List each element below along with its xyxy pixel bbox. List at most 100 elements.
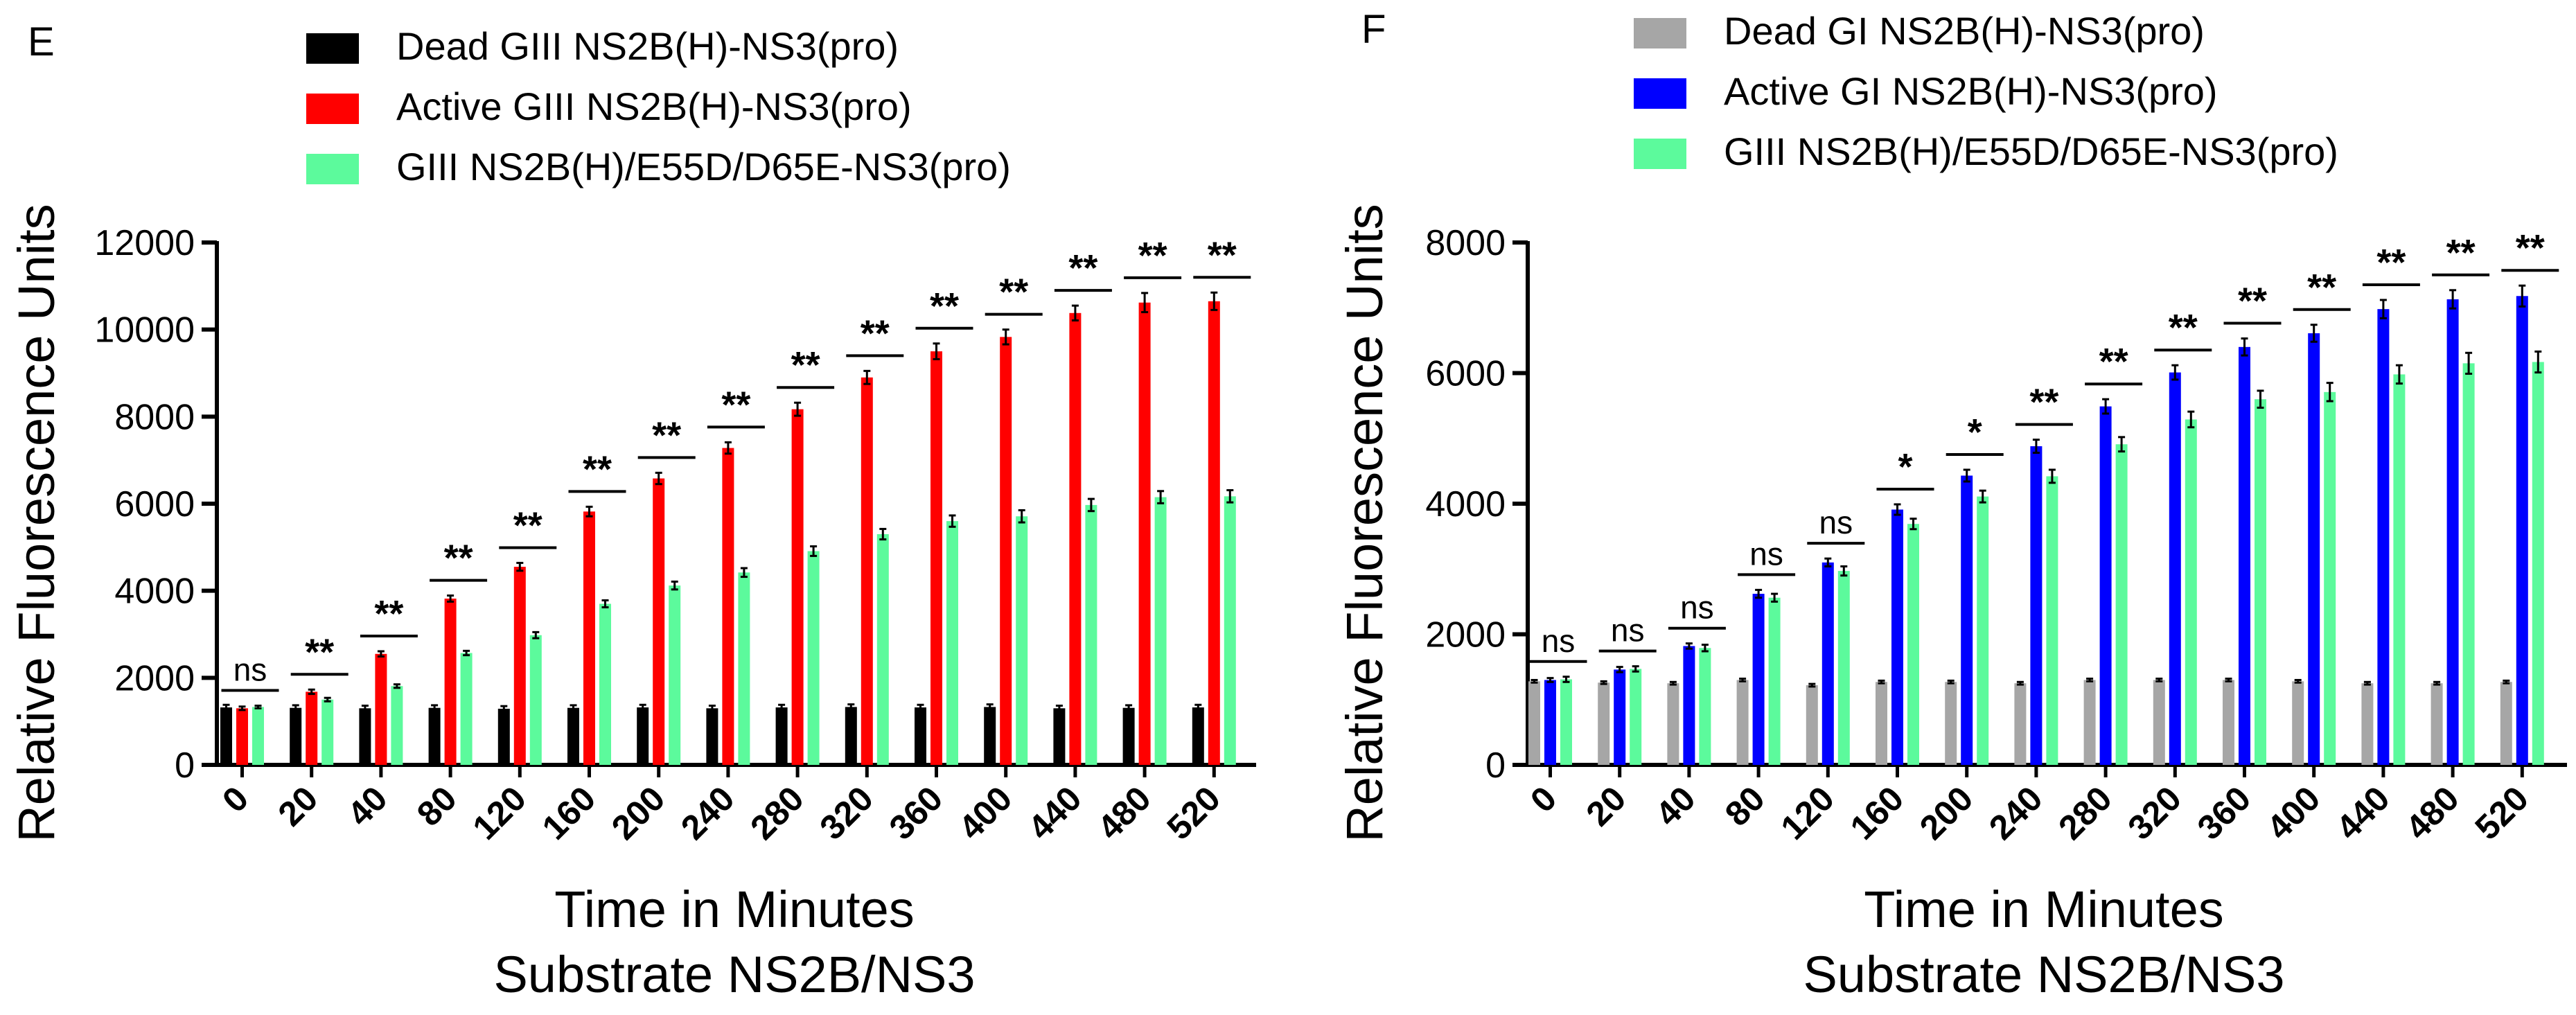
significance-label: ** <box>374 593 403 635</box>
bar <box>1138 302 1151 766</box>
legend-label-mutant-f: GIII NS2B(H)/E55D/D65E-NS3(pro) <box>1724 130 2338 173</box>
x-tick-label: 80 <box>409 779 464 833</box>
bar <box>567 707 579 765</box>
bar <box>2516 296 2528 765</box>
x-tick-label: 160 <box>535 779 603 847</box>
legend-swatch-active-gi <box>1634 78 1686 109</box>
bar <box>845 707 857 765</box>
significance-label: ns <box>1680 590 1714 626</box>
bar <box>1837 571 1850 765</box>
bar <box>2324 391 2336 765</box>
x-tick-label: 280 <box>743 779 811 847</box>
legend-label-dead-giii: Dead GIII NS2B(H)-NS3(pro) <box>396 24 899 68</box>
significance-label: * <box>1898 446 1912 488</box>
bar <box>2361 683 2374 765</box>
significance-label: ** <box>1068 247 1097 289</box>
significance-label: ns <box>1749 536 1783 572</box>
bar <box>513 567 526 765</box>
significance-label: ** <box>305 631 334 673</box>
panel-e: E Dead GIII NS2B(H)-NS3(pro) Active GIII… <box>8 19 1256 1003</box>
bar <box>2185 419 2197 765</box>
bar <box>2083 680 2096 765</box>
bar <box>1085 504 1097 765</box>
significance-label: ** <box>583 448 612 490</box>
significance-label: ** <box>2099 341 2128 382</box>
bar <box>1752 594 1765 765</box>
bar <box>1000 337 1012 765</box>
x-tick-label: 160 <box>1843 779 1912 847</box>
bar <box>2014 683 2027 765</box>
x-tick-label: 20 <box>271 779 326 833</box>
significance-label: ns <box>1611 612 1645 648</box>
y-axis-label-e: Relative Fluorescence Units <box>8 204 65 842</box>
significance-label: * <box>1968 412 1982 453</box>
bar <box>599 603 611 765</box>
significance-label: ns <box>1542 623 1576 659</box>
bar <box>2308 333 2320 765</box>
bar <box>1598 682 1610 765</box>
bar <box>2500 682 2512 765</box>
x-axis-sublabel-f: Substrate NS2B/NS3 <box>1803 946 2284 1003</box>
x-tick-label: 360 <box>882 779 951 847</box>
bar <box>637 707 649 765</box>
legend-label-active-giii: Active GIII NS2B(H)-NS3(pro) <box>396 85 912 128</box>
bar <box>2255 399 2266 765</box>
bar <box>2223 680 2234 765</box>
x-tick-label: 320 <box>812 779 881 847</box>
bar <box>1876 682 1887 765</box>
significance-label: ns <box>233 652 267 688</box>
bar <box>2532 362 2544 765</box>
bar <box>497 708 510 765</box>
bar <box>1053 708 1066 765</box>
bar <box>930 351 942 765</box>
bar <box>236 708 248 765</box>
y-tick-label: 2000 <box>1425 615 1506 655</box>
bar <box>1528 681 1540 765</box>
x-tick-label: 480 <box>2398 779 2467 847</box>
bar <box>946 521 958 765</box>
plot-area-f: 0 2000 4000 6000 8000 0 ns 20 ns 40 ns 80 ns 120 ns 160… <box>1425 223 2567 847</box>
y-tick-label: 4000 <box>1425 484 1506 524</box>
legend-swatch-active-giii <box>306 94 359 124</box>
bar <box>2393 374 2406 765</box>
bar <box>460 653 473 765</box>
significance-label: ** <box>2446 232 2476 274</box>
x-tick-label: 400 <box>2259 779 2328 847</box>
bar <box>2462 363 2475 765</box>
significance-label: ** <box>861 312 890 354</box>
bar <box>2099 406 2112 765</box>
significance-label: ** <box>2029 382 2058 423</box>
bar <box>876 533 889 765</box>
y-tick-label: 6000 <box>1425 354 1506 394</box>
y-axis-label-f: Relative Fluorescence Units <box>1336 204 1393 842</box>
significance-label: ** <box>1138 235 1167 276</box>
panel-f: F Dead GI NS2B(H)-NS3(pro) Active GI NS2… <box>1336 7 2567 1003</box>
bar <box>2046 476 2058 765</box>
x-tick-label: 80 <box>1718 779 1772 833</box>
bar <box>1667 683 1679 765</box>
x-tick-label: 360 <box>2190 779 2259 847</box>
bar <box>2431 683 2443 765</box>
bar <box>2446 299 2459 765</box>
significance-label: ** <box>791 344 820 386</box>
bar <box>1614 669 1626 765</box>
bar <box>775 707 788 765</box>
x-tick-label: 240 <box>673 779 742 847</box>
bar <box>915 707 926 765</box>
x-tick-label: 20 <box>1579 779 1634 833</box>
x-tick-label: 200 <box>1912 779 1981 847</box>
legend-swatch-mutant-f <box>1634 139 1686 169</box>
bar <box>2169 372 2181 765</box>
bar <box>1224 496 1236 765</box>
significance-label: ** <box>513 504 542 546</box>
y-tick-label: 2000 <box>114 658 195 698</box>
x-tick-label: 0 <box>215 779 256 820</box>
bar <box>2239 346 2250 765</box>
bar <box>444 598 457 765</box>
x-tick-label: 240 <box>1982 779 2050 847</box>
x-tick-label: 400 <box>951 779 1020 847</box>
significance-label: ** <box>444 538 473 579</box>
bar <box>1154 497 1167 765</box>
bar <box>529 635 542 765</box>
